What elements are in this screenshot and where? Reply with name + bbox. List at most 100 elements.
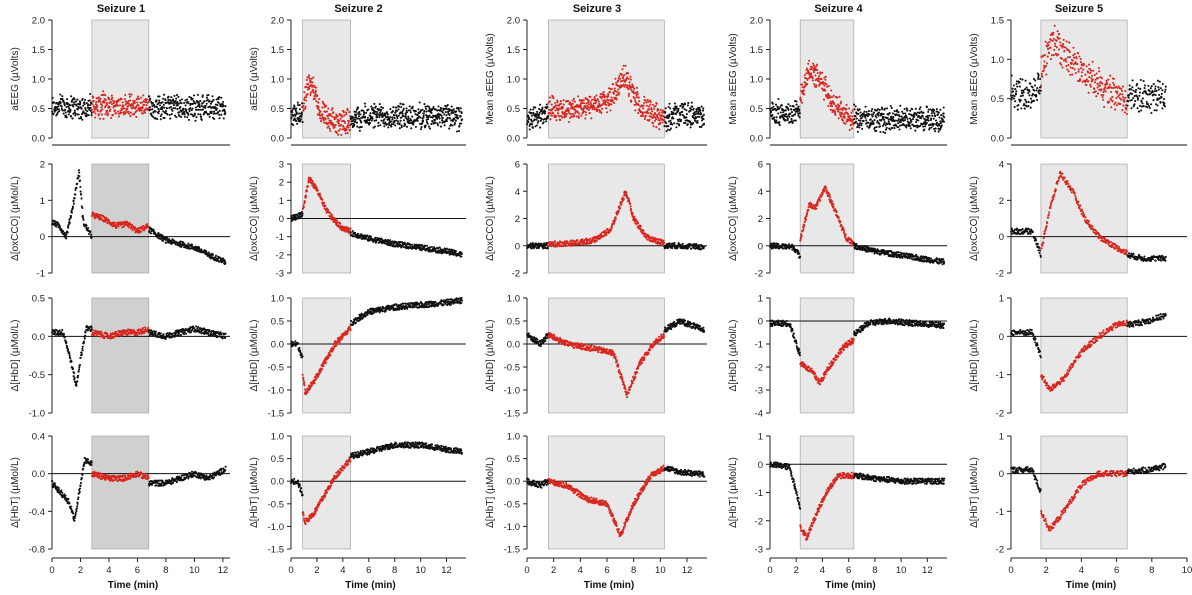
seizure-point: [106, 109, 109, 112]
seizure-point: [326, 208, 330, 212]
x-tick-label: 2: [78, 565, 83, 576]
post-point: [164, 110, 168, 113]
post-point: [176, 108, 179, 111]
seizure-point: [312, 76, 315, 79]
baseline-point: [290, 116, 293, 119]
baseline-point: [72, 512, 75, 515]
post-point: [437, 124, 440, 127]
seizure-point: [127, 110, 130, 113]
seizure-point: [105, 101, 108, 104]
seizure-point: [347, 121, 350, 125]
post-point: [172, 481, 175, 484]
seizure-point: [305, 78, 308, 81]
baseline-point: [291, 109, 294, 112]
post-point: [185, 98, 189, 101]
seizure-point: [117, 225, 120, 228]
post-point: [352, 235, 355, 238]
post-point: [410, 119, 413, 122]
post-point: [180, 476, 183, 479]
post-point: [224, 332, 227, 335]
seizure-point: [317, 105, 320, 109]
baseline-point: [55, 224, 58, 227]
post-point: [213, 117, 216, 121]
seizure-point: [327, 125, 330, 128]
seizure-point: [129, 111, 132, 114]
seizure-point: [103, 100, 106, 104]
seizure-point: [98, 117, 101, 120]
post-point: [373, 125, 376, 128]
post-point: [187, 113, 190, 116]
seizure-point: [341, 115, 344, 118]
baseline-point: [56, 108, 59, 111]
post-point: [207, 113, 210, 116]
post-point: [184, 99, 187, 102]
baseline-point: [79, 482, 83, 485]
post-point: [451, 124, 454, 127]
baseline-point: [77, 370, 80, 373]
post-point: [163, 116, 166, 119]
post-point: [182, 107, 185, 110]
seizure-point: [113, 221, 116, 224]
baseline-point: [293, 477, 296, 480]
post-point: [158, 95, 161, 98]
post-point: [424, 105, 427, 108]
baseline-point: [76, 108, 79, 111]
baseline-point: [70, 360, 73, 363]
post-point: [161, 105, 164, 108]
baseline-point: [54, 330, 57, 334]
post-point: [184, 104, 187, 107]
seizure-point: [348, 119, 351, 123]
seizure-point: [106, 222, 109, 225]
baseline-point: [61, 328, 64, 331]
post-point: [165, 241, 168, 244]
post-point: [352, 323, 355, 326]
post-point: [159, 118, 162, 121]
seizure-shading: [91, 297, 150, 414]
baseline-point: [73, 197, 76, 200]
y-axis-label: Δ[HbT] (µMol/L): [249, 457, 260, 528]
post-point: [459, 114, 462, 118]
post-point: [389, 115, 392, 119]
seizure-point: [342, 111, 345, 114]
baseline-point: [301, 355, 304, 358]
baseline-point: [81, 349, 84, 352]
baseline-point: [60, 105, 63, 108]
baseline-point: [78, 175, 81, 178]
post-point: [407, 302, 411, 305]
post-point: [180, 333, 183, 337]
y-tick-label: -1: [276, 232, 284, 243]
baseline-point: [90, 236, 93, 239]
baseline-point: [300, 353, 303, 356]
baseline-point: [86, 110, 89, 113]
seizure-shading: [91, 19, 150, 139]
baseline-point: [80, 477, 83, 480]
seizure-point: [316, 506, 319, 509]
baseline-point: [299, 118, 302, 121]
post-point: [454, 119, 457, 122]
post-point: [212, 476, 216, 479]
baseline-point: [79, 356, 82, 359]
post-point: [180, 102, 183, 105]
post-point: [420, 126, 423, 129]
post-point: [433, 119, 437, 122]
post-point: [200, 115, 203, 118]
baseline-point: [81, 206, 84, 209]
post-point: [427, 125, 430, 128]
post-point: [152, 228, 155, 231]
baseline-point: [78, 117, 81, 120]
post-point: [170, 113, 173, 116]
baseline-point: [300, 111, 303, 114]
y-tick-label: 0.0: [271, 134, 284, 145]
seizure-point: [135, 115, 138, 118]
post-point: [209, 102, 212, 105]
baseline-point: [295, 107, 298, 110]
post-point: [450, 105, 453, 108]
baseline-point: [72, 101, 75, 104]
post-point: [387, 126, 390, 129]
baseline-point: [89, 107, 92, 110]
post-point: [154, 332, 157, 335]
post-point: [439, 125, 443, 128]
seizure-point: [340, 123, 343, 126]
